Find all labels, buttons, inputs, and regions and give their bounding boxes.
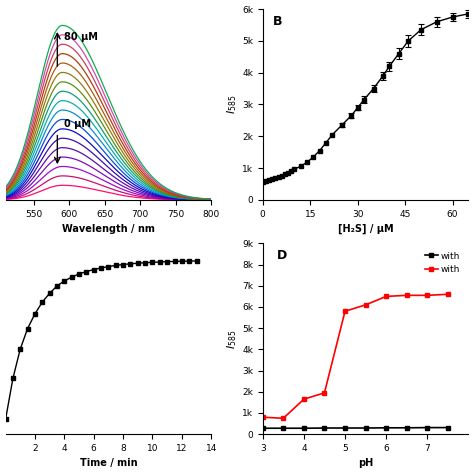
Text: B: B xyxy=(273,15,283,28)
Text: 80 μM: 80 μM xyxy=(64,32,98,42)
Text: 0 μM: 0 μM xyxy=(64,119,91,129)
X-axis label: pH: pH xyxy=(358,458,373,468)
Y-axis label: $I_{585}$: $I_{585}$ xyxy=(226,329,239,348)
X-axis label: Wavelength / nm: Wavelength / nm xyxy=(62,224,155,234)
Legend: with, with: with, with xyxy=(421,248,464,278)
X-axis label: [H₂S] / μM: [H₂S] / μM xyxy=(338,224,393,234)
X-axis label: Time / min: Time / min xyxy=(80,458,137,468)
Y-axis label: $I_{585}$: $I_{585}$ xyxy=(226,95,239,114)
Text: D: D xyxy=(277,249,287,262)
